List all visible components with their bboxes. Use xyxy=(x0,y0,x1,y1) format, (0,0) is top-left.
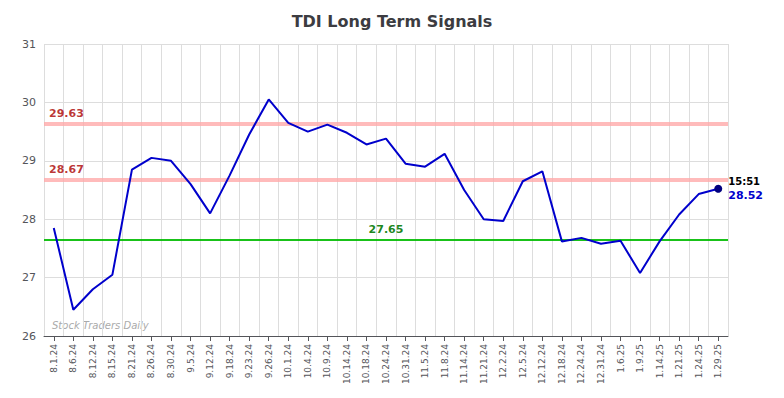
svg-text:8.6.24: 8.6.24 xyxy=(68,344,78,373)
svg-text:10.9.24: 10.9.24 xyxy=(322,344,332,379)
svg-text:9.5.24: 9.5.24 xyxy=(186,344,196,373)
svg-text:10.14.24: 10.14.24 xyxy=(342,344,352,384)
svg-text:12.5.24: 12.5.24 xyxy=(518,344,528,379)
svg-text:10.18.24: 10.18.24 xyxy=(361,344,371,384)
svg-text:12.24.24: 12.24.24 xyxy=(576,344,586,384)
svg-text:1.14.25: 1.14.25 xyxy=(655,344,665,378)
svg-text:TDI Long Term Signals: TDI Long Term Signals xyxy=(292,12,493,31)
svg-text:9.23.24: 9.23.24 xyxy=(244,344,254,379)
svg-text:12.12.24: 12.12.24 xyxy=(537,344,547,384)
svg-text:8.1.24: 8.1.24 xyxy=(49,344,59,373)
svg-text:27: 27 xyxy=(22,271,36,284)
svg-text:9.26.24: 9.26.24 xyxy=(264,344,274,379)
svg-text:26: 26 xyxy=(22,330,36,343)
svg-text:12.2.24: 12.2.24 xyxy=(498,344,508,379)
svg-text:1.24.25: 1.24.25 xyxy=(694,344,704,378)
svg-text:8.26.24: 8.26.24 xyxy=(146,344,156,379)
svg-text:29: 29 xyxy=(22,154,36,167)
svg-text:10.1.24: 10.1.24 xyxy=(283,344,293,379)
svg-text:29.63: 29.63 xyxy=(49,107,84,120)
svg-text:12.31.24: 12.31.24 xyxy=(596,344,606,384)
svg-text:9.18.24: 9.18.24 xyxy=(225,344,235,379)
svg-text:8.15.24: 8.15.24 xyxy=(107,344,117,379)
svg-text:8.30.24: 8.30.24 xyxy=(166,344,176,379)
svg-text:28.67: 28.67 xyxy=(49,163,84,176)
svg-text:10.24.24: 10.24.24 xyxy=(381,344,391,384)
svg-text:15:51: 15:51 xyxy=(728,176,760,187)
svg-text:27.65: 27.65 xyxy=(369,223,404,236)
svg-text:12.18.24: 12.18.24 xyxy=(557,344,567,384)
svg-text:8.12.24: 8.12.24 xyxy=(88,344,98,379)
svg-text:11.21.24: 11.21.24 xyxy=(479,344,489,384)
svg-text:1.6.25: 1.6.25 xyxy=(616,344,626,373)
svg-text:1.21.25: 1.21.25 xyxy=(674,344,684,378)
svg-text:10.31.24: 10.31.24 xyxy=(401,344,411,384)
svg-text:30: 30 xyxy=(22,96,36,109)
svg-text:11.8.24: 11.8.24 xyxy=(440,344,450,379)
svg-text:Stock Traders Daily: Stock Traders Daily xyxy=(52,320,150,331)
svg-text:11.5.24: 11.5.24 xyxy=(420,344,430,379)
svg-text:1.29.25: 1.29.25 xyxy=(713,344,723,378)
svg-text:11.14.24: 11.14.24 xyxy=(459,344,469,384)
svg-text:28.52: 28.52 xyxy=(728,189,763,202)
svg-text:28: 28 xyxy=(22,213,36,226)
svg-text:10.4.24: 10.4.24 xyxy=(303,344,313,379)
svg-text:9.12.24: 9.12.24 xyxy=(205,344,215,379)
svg-text:31: 31 xyxy=(22,38,36,51)
svg-text:1.9.25: 1.9.25 xyxy=(635,344,645,373)
svg-text:8.21.24: 8.21.24 xyxy=(127,344,137,379)
